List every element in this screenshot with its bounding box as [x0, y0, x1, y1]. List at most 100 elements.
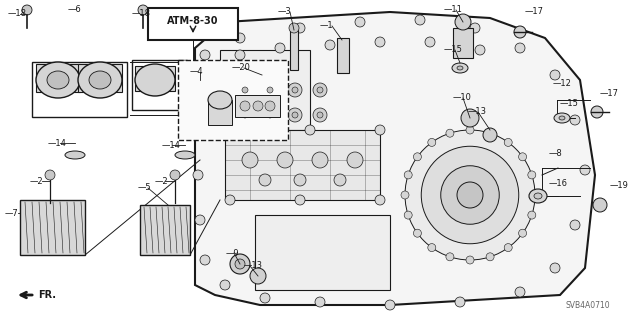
Circle shape: [313, 83, 327, 97]
Bar: [225, 130, 380, 200]
Circle shape: [355, 17, 365, 27]
Bar: [208, 100, 232, 125]
Circle shape: [446, 253, 454, 261]
Circle shape: [466, 256, 474, 264]
Circle shape: [235, 50, 245, 60]
Circle shape: [260, 293, 270, 303]
Circle shape: [570, 115, 580, 125]
Circle shape: [531, 191, 539, 199]
Text: —8: —8: [549, 149, 563, 158]
Circle shape: [375, 195, 385, 205]
Circle shape: [470, 23, 480, 33]
Circle shape: [259, 174, 271, 186]
Ellipse shape: [452, 63, 468, 73]
Circle shape: [404, 211, 412, 219]
Circle shape: [200, 50, 210, 60]
Text: —5: —5: [138, 183, 152, 192]
Text: —19: —19: [610, 182, 629, 190]
Circle shape: [267, 87, 273, 93]
Circle shape: [550, 263, 560, 273]
Bar: [148, 8, 238, 40]
Text: —14: —14: [162, 140, 181, 150]
Circle shape: [428, 138, 436, 146]
Circle shape: [518, 229, 527, 237]
Circle shape: [240, 101, 250, 111]
Circle shape: [404, 171, 412, 179]
Circle shape: [405, 130, 535, 260]
Circle shape: [550, 70, 560, 80]
Circle shape: [385, 300, 395, 310]
Circle shape: [421, 146, 519, 244]
Text: —18: —18: [132, 10, 151, 19]
Circle shape: [317, 112, 323, 118]
Circle shape: [195, 125, 205, 135]
Ellipse shape: [208, 91, 232, 109]
Circle shape: [375, 125, 385, 135]
Ellipse shape: [534, 193, 542, 199]
Circle shape: [193, 170, 203, 180]
Circle shape: [375, 37, 385, 47]
Circle shape: [170, 170, 180, 180]
Ellipse shape: [36, 62, 80, 98]
Circle shape: [518, 153, 527, 161]
Text: —17: —17: [600, 88, 619, 98]
Ellipse shape: [135, 64, 175, 96]
Bar: [290, 30, 298, 70]
Circle shape: [295, 195, 305, 205]
Circle shape: [289, 23, 299, 33]
Circle shape: [288, 108, 302, 122]
Ellipse shape: [457, 66, 463, 70]
Circle shape: [295, 23, 305, 33]
Circle shape: [486, 129, 494, 137]
Text: —17: —17: [525, 8, 544, 17]
Circle shape: [45, 170, 55, 180]
Bar: [140, 205, 190, 255]
Circle shape: [483, 128, 497, 142]
Circle shape: [292, 112, 298, 118]
Circle shape: [235, 33, 245, 43]
Circle shape: [515, 287, 525, 297]
Text: —12: —12: [553, 78, 572, 87]
Text: —7: —7: [5, 209, 19, 218]
Ellipse shape: [554, 113, 570, 123]
Circle shape: [275, 43, 285, 53]
Circle shape: [347, 152, 363, 168]
Circle shape: [292, 87, 298, 93]
Circle shape: [242, 112, 248, 118]
Circle shape: [504, 244, 512, 252]
Bar: [235, 95, 280, 117]
Bar: [78, 64, 122, 92]
Circle shape: [305, 125, 315, 135]
Circle shape: [22, 5, 32, 15]
Text: —2: —2: [155, 176, 168, 186]
Text: —6: —6: [68, 5, 82, 14]
Text: FR.: FR.: [38, 290, 56, 300]
Circle shape: [225, 125, 235, 135]
Text: —10: —10: [453, 93, 472, 102]
Text: ATM-8-30: ATM-8-30: [167, 16, 219, 26]
Circle shape: [514, 26, 526, 38]
Text: SVB4A0710: SVB4A0710: [565, 300, 610, 309]
Text: —13: —13: [244, 262, 263, 271]
Circle shape: [455, 14, 471, 30]
Ellipse shape: [47, 71, 69, 89]
Circle shape: [504, 138, 512, 146]
Circle shape: [570, 220, 580, 230]
Circle shape: [441, 166, 499, 224]
Circle shape: [401, 191, 409, 199]
Text: —18: —18: [8, 10, 27, 19]
Circle shape: [138, 5, 148, 15]
Text: —1: —1: [320, 21, 333, 31]
Bar: [135, 66, 175, 91]
Circle shape: [294, 174, 306, 186]
Circle shape: [413, 229, 421, 237]
Circle shape: [253, 101, 263, 111]
Circle shape: [265, 101, 275, 111]
Bar: [20, 200, 85, 255]
Bar: [453, 28, 473, 58]
Circle shape: [466, 126, 474, 134]
Text: —9: —9: [226, 249, 239, 257]
Bar: [178, 60, 288, 140]
Text: —4: —4: [190, 68, 204, 77]
Ellipse shape: [559, 116, 565, 120]
